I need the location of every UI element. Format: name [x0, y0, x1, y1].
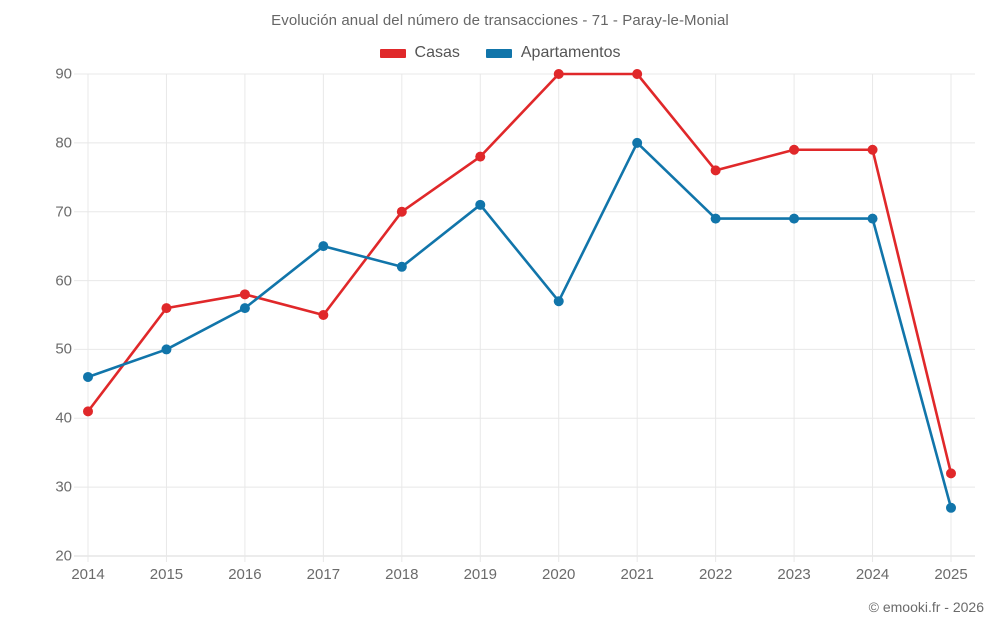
x-axis-tick-label: 2015: [149, 566, 184, 583]
x-axis-tick-label: 2020: [542, 566, 576, 583]
data-point[interactable]: [396, 261, 407, 272]
data-point[interactable]: [239, 289, 250, 300]
data-point[interactable]: [553, 296, 564, 307]
y-axis-labels: 20 30 40 50 60 70 80 90: [0, 0, 72, 625]
x-axis-tick-label: 2014: [71, 566, 105, 583]
data-point[interactable]: [475, 199, 486, 210]
legend-label-casas: Casas: [414, 44, 460, 61]
chart-title: Evolución anual del número de transaccio…: [271, 12, 729, 29]
x-axis-tick-label: 2017: [306, 566, 341, 583]
data-point[interactable]: [789, 144, 800, 155]
data-point[interactable]: [867, 213, 878, 224]
data-point[interactable]: [946, 468, 956, 479]
legend-swatch-casas-icon: [379, 48, 406, 58]
y-axis-tick-label: 30: [55, 478, 72, 496]
x-axis-tick-label: 2021: [620, 566, 654, 583]
y-axis-tick-label: 90: [55, 65, 72, 83]
data-point[interactable]: [789, 213, 800, 224]
data-point[interactable]: [161, 303, 172, 314]
data-point[interactable]: [396, 206, 407, 217]
x-axis-tick-label: 2019: [463, 566, 497, 583]
data-point[interactable]: [710, 165, 721, 176]
y-axis-tick-label: 80: [55, 134, 72, 152]
series-line-apartamentos: [86, 141, 953, 510]
data-point[interactable]: [318, 310, 329, 320]
data-point[interactable]: [239, 303, 250, 314]
x-axis-tick-label: 2016: [228, 566, 262, 583]
x-axis-tick-label: 2024: [855, 566, 890, 583]
legend-label-apartamentos: Apartamentos: [520, 44, 621, 61]
copyright-credit: © emooki.fr - 2026: [868, 599, 984, 615]
x-axis-tick-label: 2018: [385, 566, 419, 583]
data-point[interactable]: [475, 151, 486, 162]
data-point[interactable]: [553, 69, 564, 79]
x-axis-tick-label: 2022: [698, 566, 733, 583]
legend-item-apartamentos[interactable]: Apartamentos: [485, 44, 621, 62]
x-axis-tick-label: 2023: [777, 566, 811, 583]
data-point[interactable]: [710, 213, 721, 224]
chart-legend: Casas Apartamentos: [0, 44, 1000, 62]
y-axis-tick-label: 50: [55, 340, 72, 358]
data-point[interactable]: [632, 137, 643, 148]
data-point[interactable]: [318, 241, 329, 252]
data-point[interactable]: [632, 69, 643, 79]
y-axis-tick-label: 60: [55, 272, 72, 290]
data-point[interactable]: [83, 406, 93, 417]
data-point[interactable]: [161, 344, 172, 355]
series-line-casas: [86, 72, 953, 475]
y-axis-tick-label: 40: [55, 409, 72, 427]
data-point[interactable]: [867, 144, 878, 155]
y-axis-tick-label: 70: [55, 203, 72, 221]
data-point[interactable]: [83, 371, 93, 382]
x-axis-tick-label: 2025: [934, 566, 968, 583]
y-axis-tick-label: 20: [55, 547, 72, 565]
data-point[interactable]: [946, 502, 956, 513]
legend-item-casas[interactable]: Casas: [379, 44, 460, 62]
legend-swatch-apartamentos-icon: [485, 48, 512, 58]
